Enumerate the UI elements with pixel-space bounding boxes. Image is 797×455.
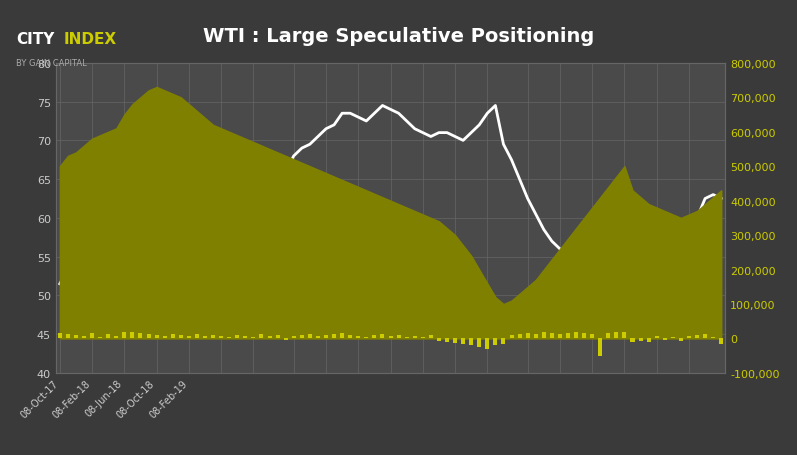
Bar (356, 336, 360, 339)
Bar (139, 334, 143, 339)
Bar (421, 337, 425, 339)
Bar (461, 339, 465, 344)
Bar (243, 336, 247, 339)
Bar (388, 336, 393, 339)
Bar (90, 334, 94, 339)
Bar (219, 336, 223, 339)
Bar (607, 334, 611, 339)
Bar (260, 334, 264, 339)
Bar (477, 339, 481, 347)
Bar (211, 335, 215, 339)
Bar (58, 334, 62, 339)
Bar (380, 334, 384, 339)
Bar (235, 335, 239, 339)
Bar (332, 334, 336, 339)
Bar (308, 334, 312, 339)
Bar (526, 334, 530, 339)
Bar (364, 337, 368, 339)
Bar (195, 334, 199, 339)
Bar (687, 336, 691, 339)
Bar (469, 339, 473, 346)
Bar (131, 333, 135, 339)
Bar (654, 336, 659, 339)
Bar (695, 335, 699, 339)
Bar (122, 332, 127, 339)
Bar (590, 334, 595, 339)
Bar (550, 334, 554, 339)
Bar (155, 335, 159, 339)
Bar (292, 336, 296, 339)
Bar (638, 339, 642, 341)
Text: BY GAIN CAPITAL: BY GAIN CAPITAL (16, 59, 87, 68)
Bar (171, 334, 175, 339)
Bar (558, 334, 562, 339)
Bar (413, 336, 417, 339)
Bar (711, 337, 715, 339)
Text: CITY: CITY (16, 32, 54, 47)
Bar (501, 339, 505, 344)
Bar (348, 335, 352, 339)
Bar (703, 334, 707, 339)
Bar (316, 336, 320, 339)
Bar (251, 337, 255, 339)
Bar (493, 339, 497, 346)
Bar (445, 339, 449, 342)
Bar (614, 332, 618, 339)
Bar (106, 334, 110, 339)
Bar (509, 335, 513, 339)
Bar (566, 334, 570, 339)
Bar (534, 334, 538, 339)
Bar (397, 335, 401, 339)
Bar (227, 337, 231, 339)
Bar (453, 339, 457, 343)
Bar (517, 334, 521, 339)
Bar (372, 335, 376, 339)
Bar (646, 339, 650, 342)
Bar (324, 335, 328, 339)
Bar (671, 337, 675, 339)
Bar (679, 339, 683, 341)
Bar (574, 333, 578, 339)
Bar (74, 335, 78, 339)
Bar (163, 336, 167, 339)
Bar (582, 334, 586, 339)
Bar (599, 339, 603, 356)
Bar (300, 335, 304, 339)
Bar (284, 339, 288, 340)
Bar (485, 339, 489, 349)
Bar (542, 333, 546, 339)
Bar (147, 334, 151, 339)
Text: WTI : Large Speculative Positioning: WTI : Large Speculative Positioning (203, 27, 594, 46)
Bar (622, 333, 626, 339)
Bar (663, 339, 667, 340)
Bar (719, 339, 723, 344)
Bar (268, 336, 272, 339)
Bar (405, 337, 409, 339)
Bar (114, 336, 118, 339)
Bar (429, 335, 433, 339)
Bar (630, 339, 634, 342)
Bar (340, 334, 344, 339)
Bar (179, 335, 183, 339)
Bar (98, 337, 102, 339)
Bar (186, 336, 191, 339)
Bar (203, 337, 207, 339)
Text: INDEX: INDEX (64, 32, 117, 47)
Bar (66, 334, 70, 339)
Bar (437, 339, 441, 341)
Bar (82, 336, 86, 339)
Bar (276, 335, 280, 339)
